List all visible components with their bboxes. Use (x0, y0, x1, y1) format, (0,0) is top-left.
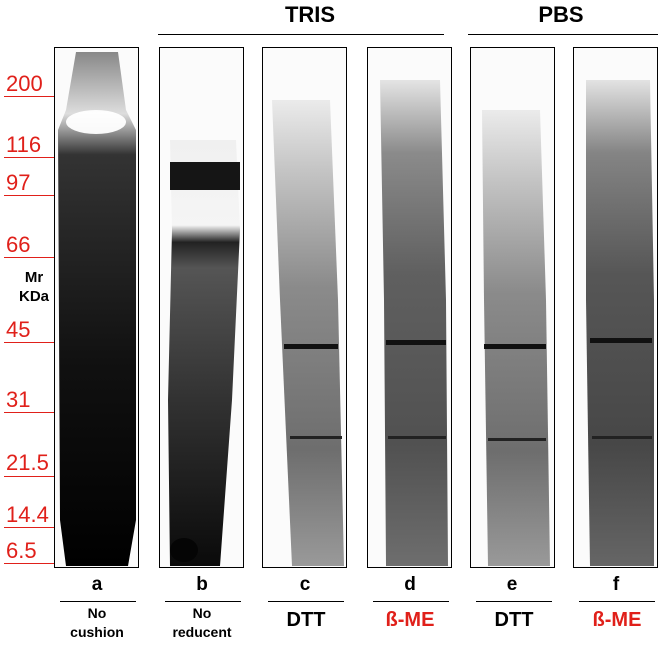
condition-a-line1: No (87, 605, 107, 621)
lane-letter-f: f (612, 574, 620, 595)
marker-line-97 (4, 195, 62, 196)
condition-c: DTT (286, 609, 326, 631)
marker-line-6-5 (4, 563, 62, 564)
marker-200: 200 (6, 71, 43, 96)
lane-b-heavy-band (170, 162, 240, 190)
condition-a: No cushion (52, 604, 142, 642)
lane-b-bottom-band (170, 538, 198, 562)
condition-e: DTT (494, 609, 534, 631)
condition-b-line2: reducent (172, 624, 232, 640)
lane-rule-c (268, 601, 344, 602)
lane-rule-d (373, 601, 449, 602)
lane-d-band-2 (388, 436, 446, 439)
lane-letter-c: c (299, 574, 311, 595)
lane-a-bright-band (66, 110, 126, 134)
condition-d: ß-ME (385, 609, 435, 631)
lane-letter-a: a (91, 574, 103, 595)
lane-letter-e: e (506, 574, 518, 595)
marker-line-21-5 (4, 476, 62, 477)
marker-66: 66 (6, 232, 31, 257)
lane-c-smear (272, 100, 344, 566)
lane-a-smear (58, 52, 136, 566)
marker-97: 97 (6, 170, 31, 195)
marker-line-66 (4, 257, 62, 258)
lane-letter-d: d (404, 574, 416, 595)
marker-116: 116 (6, 132, 42, 157)
marker-line-200 (4, 96, 62, 97)
group-rule-pbs (468, 34, 658, 35)
lane-b-smear (168, 140, 240, 566)
mr-label-line2: KDa (18, 288, 49, 305)
lane-f-band-2 (592, 436, 652, 439)
marker-31: 31 (6, 387, 31, 412)
marker-line-31 (4, 412, 62, 413)
mr-label-line1: Mr (24, 269, 44, 286)
lane-rule-e (476, 601, 552, 602)
marker-45: 45 (6, 317, 31, 342)
condition-a-line2: cushion (70, 624, 124, 640)
lane-rule-a (60, 601, 136, 602)
lane-f-smear (586, 80, 654, 566)
lane-e-band-2 (488, 438, 546, 441)
condition-f: ß-ME (592, 609, 642, 631)
marker-14-4: 14.4 (6, 502, 49, 527)
group-rule-tris (158, 34, 444, 35)
group-title-tris: TRIS (284, 2, 336, 27)
marker-21-5: 21.5 (6, 450, 49, 475)
lane-f-band-1 (590, 338, 652, 343)
group-title-pbs: PBS (538, 2, 584, 27)
marker-line-14-4 (4, 527, 62, 528)
marker-6-5: 6.5 (6, 538, 37, 563)
mr-label: Mr KDa (14, 268, 54, 306)
condition-b-line1: No (192, 605, 212, 621)
marker-line-45 (4, 342, 62, 343)
lane-d-band-1 (386, 340, 446, 345)
lane-e-smear (482, 110, 550, 566)
condition-b: No reducent (156, 604, 248, 642)
lane-e-band-1 (484, 344, 546, 349)
lane-d-smear (380, 80, 448, 566)
lane-letter-b: b (196, 574, 208, 595)
lane-c-band-1 (284, 344, 338, 349)
marker-line-116 (4, 157, 62, 158)
lane-rule-f (579, 601, 655, 602)
lane-rule-b (165, 601, 241, 602)
lane-c-band-2 (290, 436, 342, 439)
